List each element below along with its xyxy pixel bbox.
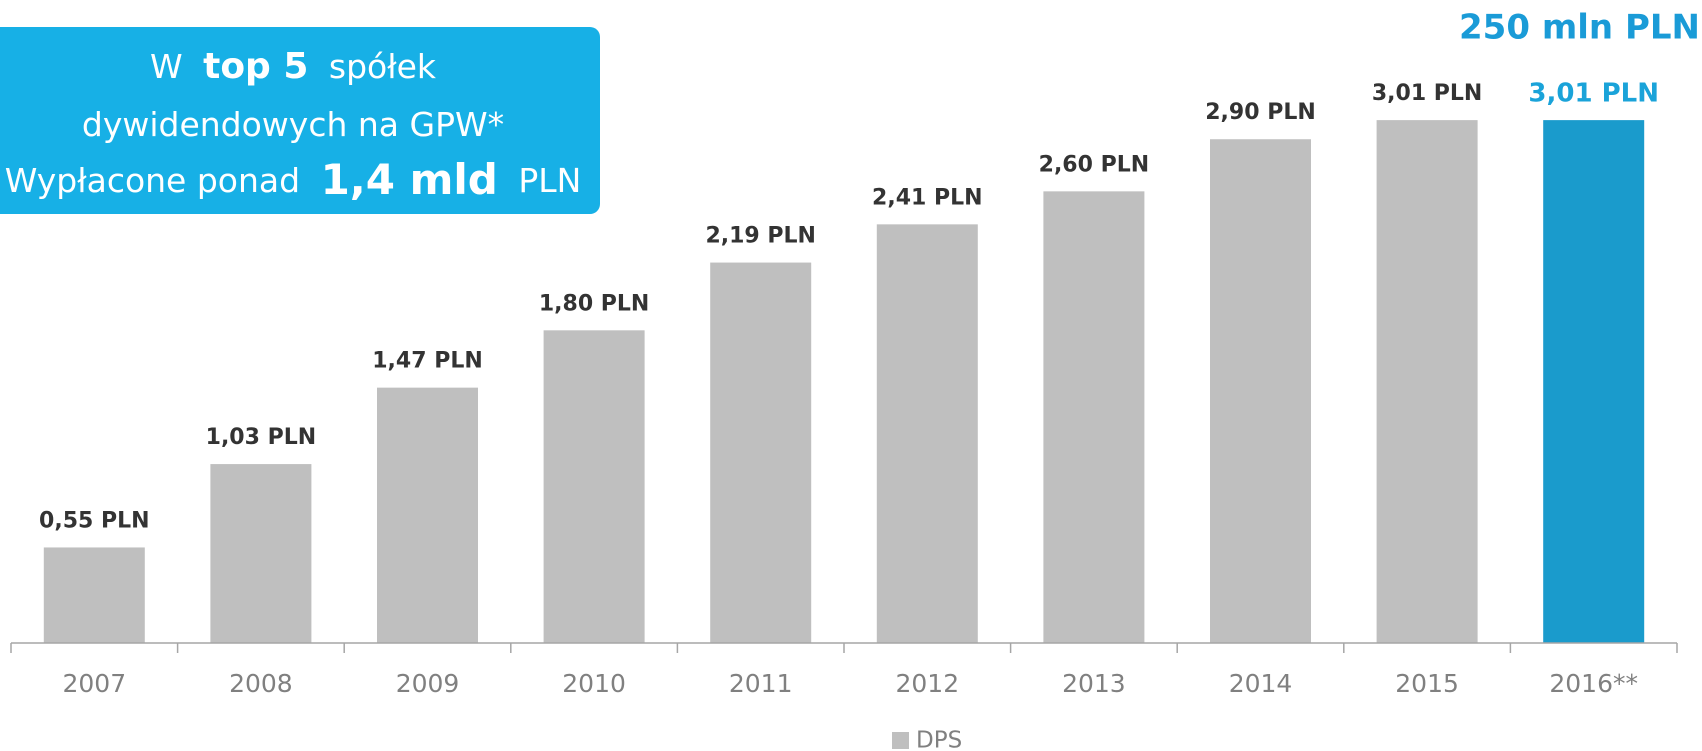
annotation-box — [0, 27, 600, 214]
annotation-text: spółek — [329, 47, 437, 86]
annotation-line: Wypłacone ponad 1,4 mld PLN — [5, 155, 582, 204]
x-tick-label: 2008 — [229, 669, 293, 698]
bar — [543, 330, 645, 643]
value-label: 2,60 PLN — [1039, 152, 1150, 177]
bar — [1543, 120, 1645, 644]
x-tick-label: 2011 — [729, 669, 793, 698]
x-tick-label: 2015 — [1395, 669, 1459, 698]
annotation-text: PLN — [518, 161, 581, 200]
value-label: 2,90 PLN — [1205, 100, 1316, 125]
value-label: 1,03 PLN — [206, 425, 317, 450]
annotation-text: 1,4 mld — [321, 155, 498, 204]
value-label: 3,01 PLN — [1528, 79, 1659, 109]
bar — [1376, 120, 1478, 644]
value-label: 3,01 PLN — [1372, 81, 1483, 106]
legend-swatch — [892, 732, 909, 749]
value-label: 1,47 PLN — [372, 349, 483, 374]
x-tick-label: 2012 — [895, 669, 959, 698]
annotation-text: dywidendowych na GPW* — [82, 105, 504, 144]
legend-label: DPS — [916, 728, 962, 751]
bar — [710, 262, 812, 643]
bar — [1210, 139, 1311, 643]
annotation-line: W top 5 spółek — [150, 46, 437, 87]
x-tick-label: 2007 — [62, 669, 126, 698]
value-label: 2,41 PLN — [872, 185, 983, 210]
annotation-text: Wypłacone ponad — [5, 161, 300, 200]
annotation-line: dywidendowych na GPW* — [82, 105, 504, 144]
x-tick-label: 2016** — [1549, 669, 1638, 698]
value-label: 1,80 PLN — [539, 291, 650, 316]
bar — [377, 387, 478, 643]
x-tick-label: 2009 — [396, 669, 460, 698]
value-label: 2,19 PLN — [705, 224, 816, 249]
bar — [1043, 191, 1145, 644]
x-tick-label: 2010 — [562, 669, 626, 698]
bar — [43, 547, 145, 643]
bar — [876, 224, 978, 643]
x-tick-label: 2013 — [1062, 669, 1126, 698]
bar — [210, 464, 312, 643]
value-label: 0,55 PLN — [39, 508, 150, 533]
annotation-text: top 5 — [203, 46, 308, 87]
annotation-text: W — [150, 47, 183, 86]
x-tick-label: 2014 — [1229, 669, 1293, 698]
total-annotation: 250 mln PLN — [1459, 8, 1700, 48]
